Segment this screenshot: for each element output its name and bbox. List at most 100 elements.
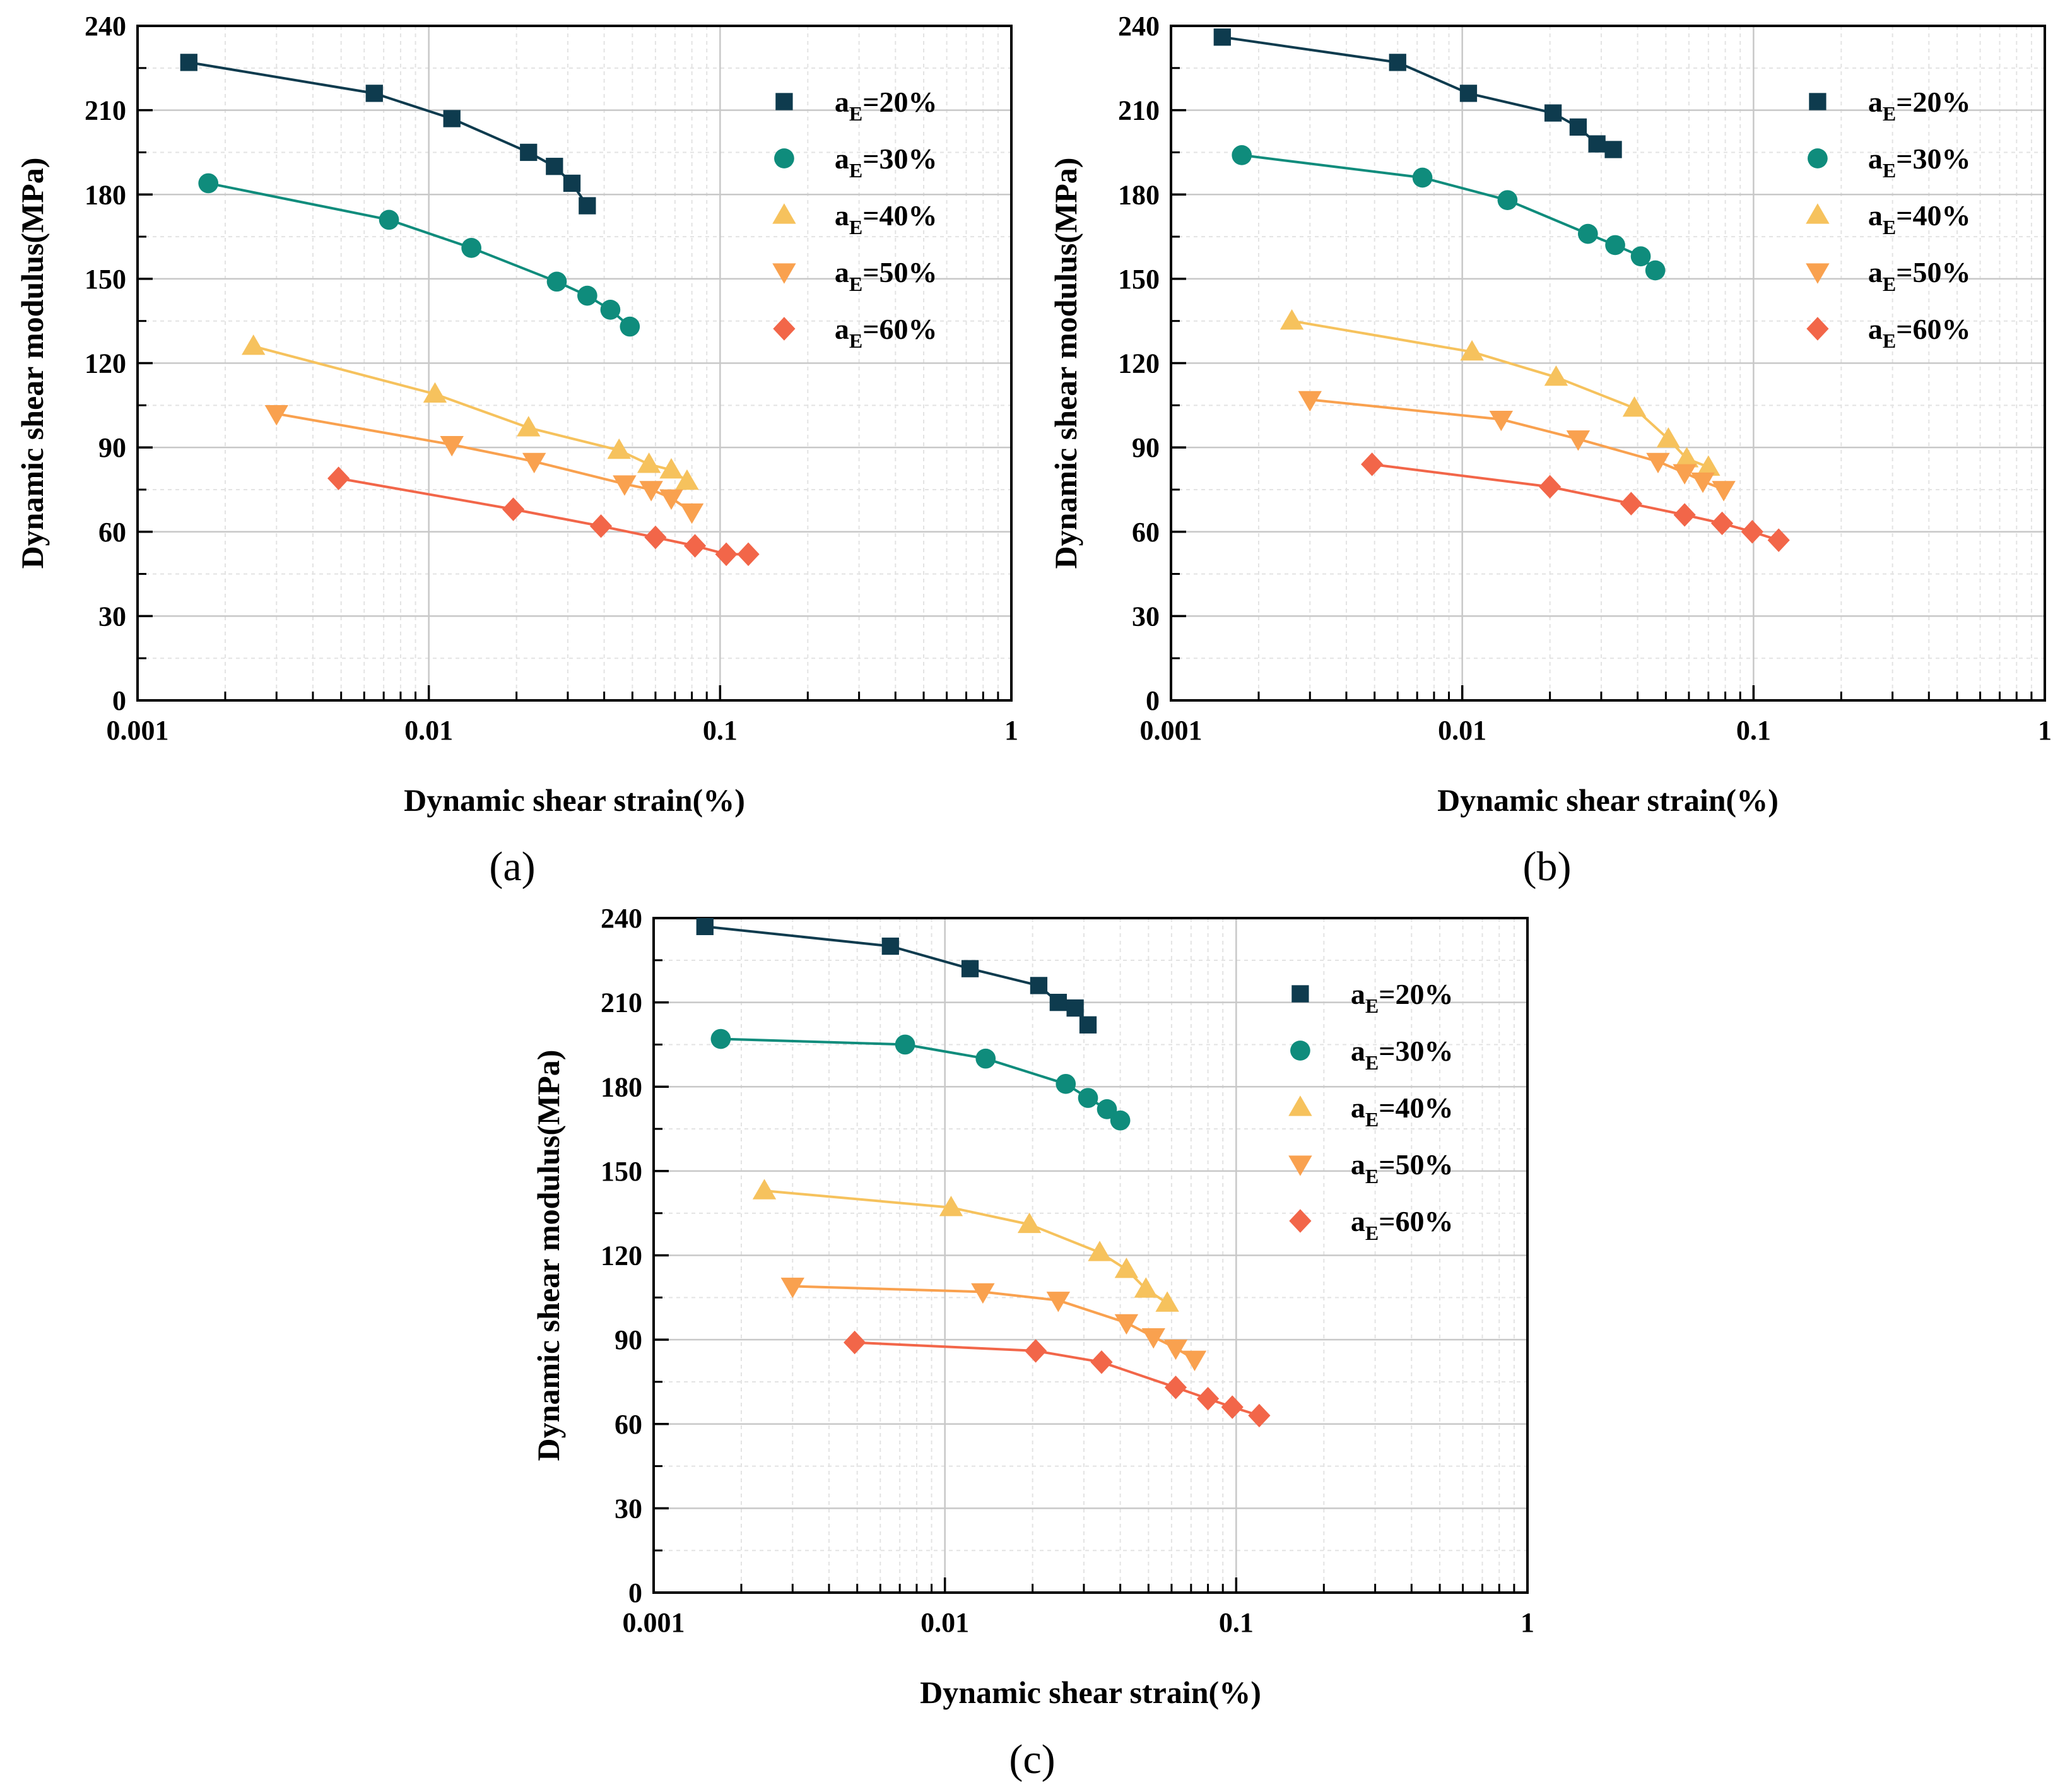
series-aE50 bbox=[780, 1277, 1207, 1372]
data-point bbox=[1569, 118, 1587, 136]
legend-label-main: a bbox=[1351, 1092, 1365, 1124]
data-point bbox=[1645, 260, 1666, 281]
data-point bbox=[579, 197, 596, 215]
legend-label-sub: E bbox=[1365, 994, 1379, 1017]
data-point bbox=[683, 534, 707, 558]
data-point bbox=[1213, 28, 1231, 46]
legend-label-main: a bbox=[835, 313, 849, 345]
y-axis-title: Dynamic shear modulus(MPa) bbox=[15, 158, 50, 569]
legend-entry: aE=50% bbox=[772, 256, 937, 295]
data-point bbox=[1673, 503, 1696, 527]
series-aE40 bbox=[1280, 309, 1721, 476]
x-tick-label: 0.01 bbox=[404, 715, 453, 746]
data-point bbox=[546, 271, 567, 292]
data-point bbox=[520, 143, 538, 162]
data-point bbox=[423, 382, 447, 403]
legend-label-main: a bbox=[835, 256, 849, 288]
y-tick-label: 210 bbox=[601, 987, 642, 1018]
data-point bbox=[1134, 1277, 1158, 1298]
data-point bbox=[1361, 452, 1384, 476]
panel-label: (c) bbox=[1009, 1736, 1055, 1783]
y-axis-title: Dynamic shear modulus(MPa) bbox=[531, 1050, 566, 1461]
x-axis-title: Dynamic shear strain(%) bbox=[920, 1675, 1261, 1710]
legend-label-sub: E bbox=[1883, 273, 1896, 295]
data-point bbox=[440, 436, 464, 457]
legend-marker bbox=[1288, 1095, 1312, 1116]
y-tick-label: 90 bbox=[1132, 432, 1160, 463]
data-point bbox=[1024, 1339, 1047, 1363]
data-point bbox=[264, 405, 288, 426]
legend-label-rest: =40% bbox=[1379, 1092, 1453, 1124]
y-tick-label: 240 bbox=[85, 11, 126, 42]
data-point bbox=[895, 1034, 915, 1055]
data-point bbox=[975, 1048, 996, 1069]
chart-panel-1: 0.001 0.01 0.1 1 0 30 60 90 120 150 180 210 240 Dynam… bbox=[15, 11, 1018, 890]
legend-label-rest: =40% bbox=[1896, 199, 1970, 232]
data-point bbox=[1489, 410, 1514, 432]
data-point bbox=[613, 475, 637, 496]
legend-label: aE=30% bbox=[1351, 1035, 1454, 1074]
x-tick-label: 0.01 bbox=[1438, 715, 1486, 746]
legend-label-sub: E bbox=[1883, 102, 1896, 125]
x-tick-label: 0.001 bbox=[1140, 715, 1203, 746]
data-point bbox=[637, 452, 661, 473]
data-point bbox=[589, 514, 613, 538]
series-aE50 bbox=[264, 405, 704, 524]
legend-label: aE=60% bbox=[1351, 1205, 1454, 1244]
legend-marker bbox=[1806, 263, 1830, 284]
y-tick-label: 210 bbox=[85, 95, 126, 126]
ticks: 0.001 0.01 0.1 1 0 30 60 90 120 150 180 210 240 bbox=[601, 903, 1534, 1638]
legend-entry: aE=50% bbox=[1806, 256, 1970, 295]
legend-entry: aE=60% bbox=[1806, 313, 1970, 352]
grid bbox=[1170, 25, 2046, 702]
y-tick-label: 210 bbox=[1118, 95, 1160, 126]
data-point bbox=[1497, 190, 1518, 210]
y-tick-label: 0 bbox=[628, 1577, 642, 1608]
legend-label: aE=30% bbox=[1868, 143, 1971, 182]
series-aE60 bbox=[327, 466, 760, 567]
x-axis-title: Dynamic shear strain(%) bbox=[404, 782, 745, 818]
series-aE20 bbox=[180, 54, 596, 215]
data-point bbox=[365, 85, 383, 102]
data-point bbox=[522, 452, 546, 474]
data-point bbox=[1182, 1350, 1207, 1372]
y-tick-label: 240 bbox=[1118, 11, 1160, 42]
legend-label-main: a bbox=[1351, 1035, 1365, 1067]
y-tick-label: 60 bbox=[615, 1409, 642, 1440]
y-tick-label: 0 bbox=[1146, 685, 1160, 716]
data-point bbox=[1030, 977, 1048, 994]
data-point bbox=[180, 54, 197, 71]
data-point bbox=[1622, 396, 1647, 417]
series-aE20 bbox=[696, 917, 1097, 1034]
series-aE40 bbox=[752, 1179, 1179, 1312]
data-point bbox=[1141, 1328, 1165, 1349]
data-point bbox=[939, 1196, 963, 1217]
data-point bbox=[1691, 472, 1715, 493]
series-aE30 bbox=[198, 173, 640, 337]
legend-marker bbox=[772, 203, 796, 224]
y-tick-label: 120 bbox=[601, 1241, 642, 1271]
legend-entry: aE=40% bbox=[772, 199, 937, 239]
data-point bbox=[1046, 1292, 1071, 1312]
series-aE50 bbox=[1298, 391, 1736, 502]
x-tick-label: 1 bbox=[2038, 715, 2052, 746]
legend-entry: aE=20% bbox=[1809, 86, 1970, 125]
y-tick-label: 90 bbox=[98, 432, 126, 463]
legend-label-rest: =30% bbox=[862, 143, 937, 175]
data-point bbox=[620, 316, 640, 337]
data-point bbox=[1298, 391, 1322, 412]
data-point bbox=[639, 481, 663, 502]
legend-label-sub: E bbox=[849, 216, 862, 239]
y-tick-label: 30 bbox=[615, 1493, 642, 1524]
legend-label: aE=60% bbox=[835, 313, 938, 352]
data-point bbox=[715, 542, 738, 567]
data-point bbox=[752, 1179, 777, 1200]
data-point bbox=[517, 416, 541, 437]
legend-label-main: a bbox=[835, 86, 849, 118]
data-point bbox=[710, 1029, 731, 1049]
legend-label-rest: =20% bbox=[1379, 978, 1453, 1010]
data-point bbox=[737, 542, 760, 567]
data-point bbox=[1460, 339, 1484, 361]
data-point bbox=[443, 110, 461, 127]
legend-marker bbox=[1806, 317, 1829, 341]
